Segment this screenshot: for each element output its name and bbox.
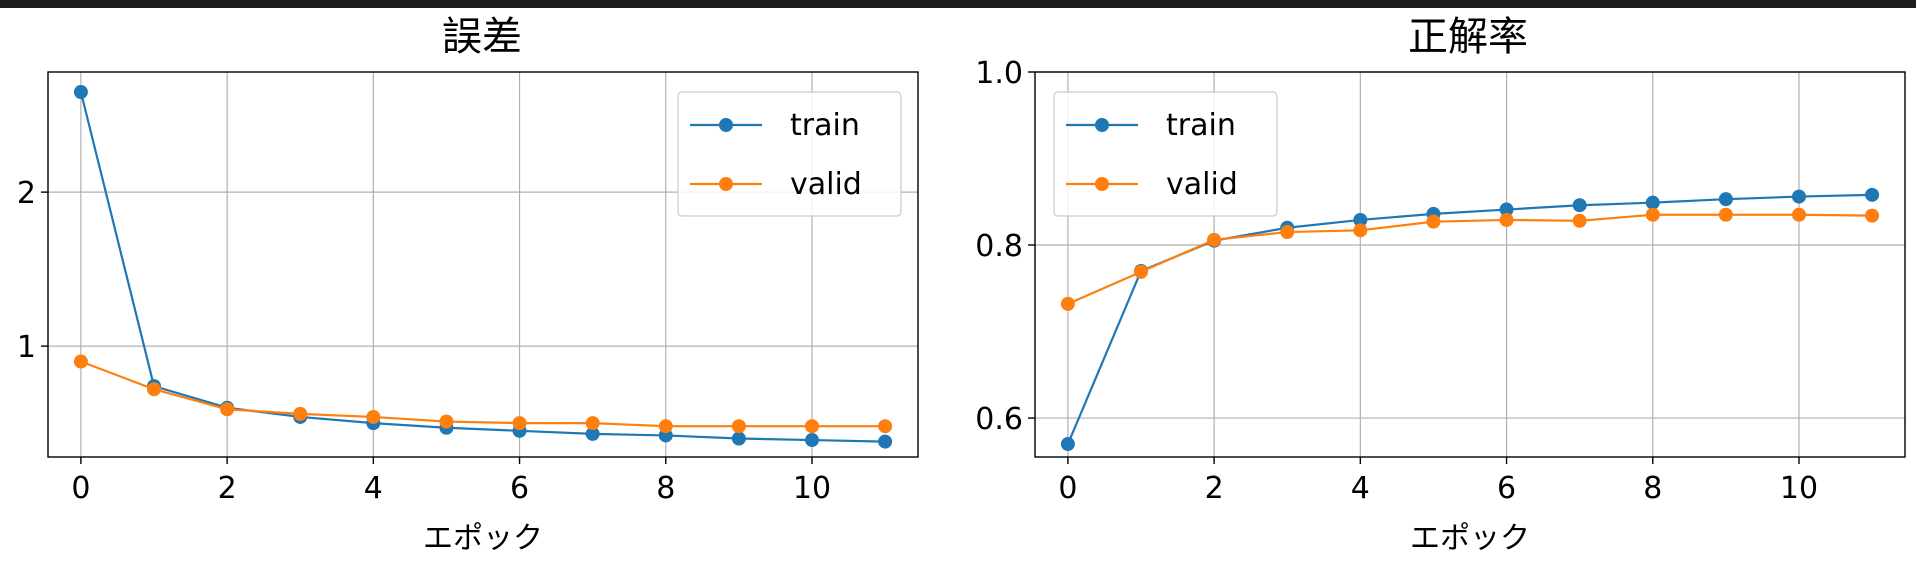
y-tick-label: 1 (17, 330, 36, 365)
plot-frame (1034, 71, 1906, 458)
data-point-train (73, 85, 88, 100)
x-tick-label: 0 (1058, 471, 1077, 506)
plot-frame (47, 71, 919, 458)
legend: train valid (1053, 91, 1278, 217)
data-point-valid (731, 419, 746, 434)
x-tick-label: 0 (71, 471, 90, 506)
y-tick-label: 2 (17, 176, 36, 211)
series-line-train (1066, 193, 1873, 445)
chart-title: 正解率 (1408, 14, 1528, 60)
data-point-valid (1572, 213, 1587, 228)
legend-label: valid (1166, 167, 1238, 202)
legend-label: train (790, 108, 860, 143)
data-point-train (1499, 202, 1514, 217)
data-point-valid (1207, 232, 1222, 247)
chart-title: 誤差 (442, 14, 522, 60)
data-point-valid (1718, 207, 1733, 222)
legend-marker (1095, 118, 1109, 132)
x-tick-label: 8 (656, 471, 675, 506)
legend: train valid (677, 91, 902, 217)
data-point-valid (220, 402, 235, 417)
data-point-train (1572, 198, 1587, 213)
x-tick-label: 6 (1497, 471, 1516, 506)
legend-label: valid (790, 167, 862, 202)
y-tick-label: 0.8 (975, 229, 1023, 264)
data-point-valid (1645, 207, 1660, 222)
legend-marker (1095, 177, 1109, 191)
x-tick-label: 4 (1351, 471, 1370, 506)
x-tick-label: 2 (1205, 471, 1224, 506)
data-point-train (1865, 187, 1880, 202)
data-point-train (1645, 195, 1660, 210)
data-point-train (878, 434, 893, 449)
legend-marker (719, 118, 733, 132)
data-point-valid (1280, 225, 1295, 240)
data-point-valid (1134, 264, 1149, 279)
x-axis-label: エポック (423, 521, 543, 556)
data-point-valid (1865, 208, 1880, 223)
data-point-valid (585, 416, 600, 431)
data-point-valid (1353, 223, 1368, 238)
data-point-valid (804, 419, 819, 434)
data-point-valid (366, 409, 381, 424)
data-point-valid (439, 414, 454, 429)
x-tick-label: 2 (218, 471, 237, 506)
x-tick-label: 4 (364, 471, 383, 506)
legend-label: train (1166, 108, 1236, 143)
data-point-train (731, 431, 746, 446)
x-axis-label: エポック (1410, 521, 1530, 556)
data-point-train (1060, 437, 1075, 452)
series-line-train (79, 91, 886, 443)
data-point-valid (1426, 214, 1441, 229)
x-tick-label: 10 (1780, 471, 1818, 506)
data-point-valid (512, 416, 527, 431)
series-line-valid (80, 360, 886, 428)
data-point-valid (1060, 296, 1075, 311)
data-point-train (1718, 192, 1733, 207)
x-tick-label: 10 (793, 471, 831, 506)
data-point-valid (1791, 207, 1806, 222)
data-point-valid (293, 406, 308, 421)
data-point-valid (658, 419, 673, 434)
y-tick-label: 0.6 (975, 402, 1023, 437)
data-point-valid (1499, 212, 1514, 227)
data-point-train (804, 433, 819, 448)
data-point-valid (878, 419, 893, 434)
legend-marker (719, 177, 733, 191)
series-line-valid (1067, 213, 1873, 305)
y-tick-label: 1.0 (975, 56, 1023, 91)
top-bar (0, 0, 1916, 8)
accuracy-chart: 正解率 0 2 4 6 8 10 0.6 0.8 1.0 エポック train valid (975, 14, 1906, 556)
x-tick-label: 8 (1643, 471, 1662, 506)
x-tick-label: 6 (510, 471, 529, 506)
data-point-train (585, 426, 600, 441)
data-point-valid (73, 354, 88, 369)
data-point-valid (147, 382, 162, 397)
data-point-train (1791, 189, 1806, 204)
data-point-train (1353, 212, 1368, 227)
